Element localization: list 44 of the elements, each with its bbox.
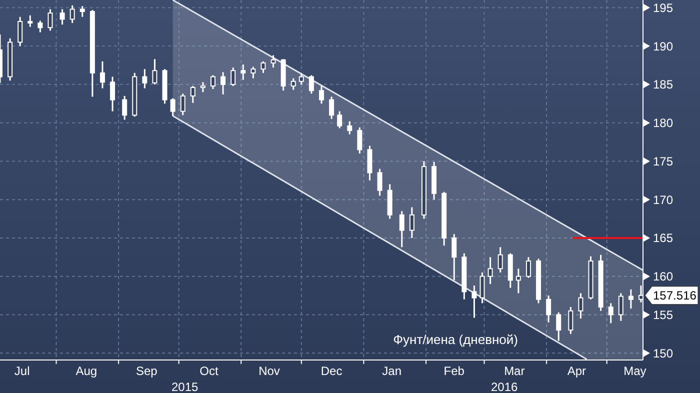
candlestick bbox=[100, 60, 105, 90]
candlestick bbox=[220, 71, 226, 96]
candlestick bbox=[618, 292, 624, 322]
x2-tick-label: 2016 bbox=[491, 380, 518, 393]
x-tick-label: Mar bbox=[504, 364, 525, 378]
candlestick bbox=[488, 256, 493, 285]
x-tick-label: Oct bbox=[200, 364, 219, 378]
x-tick-label: Jul bbox=[14, 364, 30, 378]
y-tick-label: 185 bbox=[653, 78, 674, 92]
candlestick bbox=[498, 246, 503, 274]
y-tick-label: 175 bbox=[653, 154, 674, 168]
candlestick bbox=[452, 233, 457, 281]
candlestick bbox=[546, 294, 552, 324]
x-tick-label: Nov bbox=[258, 364, 280, 378]
y-tick-label: 150 bbox=[653, 346, 674, 360]
candlestick bbox=[329, 96, 334, 120]
candlestick bbox=[608, 302, 614, 324]
y-tick-label: 165 bbox=[653, 231, 674, 246]
x-tick-label: Sep bbox=[136, 364, 158, 378]
y-tick-label: 195 bbox=[653, 0, 674, 15]
y-tick-label: 160 bbox=[653, 270, 674, 284]
x-tick-label: Jan bbox=[382, 364, 402, 378]
x-tick-label: Aug bbox=[76, 364, 98, 378]
y-tick-label: 180 bbox=[653, 116, 674, 130]
candlestick bbox=[516, 268, 521, 294]
annotation: 157.516 bbox=[653, 288, 697, 303]
candlestick bbox=[399, 210, 404, 248]
candlestick bbox=[142, 68, 148, 90]
candlestick bbox=[409, 206, 414, 239]
y-tick-label: 155 bbox=[653, 308, 674, 322]
x-tick-label: May bbox=[624, 364, 646, 378]
y-tick-label: 190 bbox=[653, 39, 674, 54]
x-tick-label: Apr bbox=[567, 364, 586, 378]
x2-tick-label: 2015 bbox=[172, 380, 199, 393]
candlestick bbox=[578, 292, 584, 320]
x-tick-label: Dec bbox=[320, 364, 342, 378]
y-tick-label: 170 bbox=[653, 192, 674, 207]
candlestick bbox=[387, 183, 392, 220]
annotation: Фунт/иена (дневной) bbox=[393, 332, 518, 347]
candlestick bbox=[60, 8, 65, 26]
x-tick-label: Feb bbox=[444, 364, 465, 378]
candlestick bbox=[421, 160, 426, 220]
candlestick bbox=[628, 288, 634, 310]
candlestick bbox=[568, 306, 574, 335]
